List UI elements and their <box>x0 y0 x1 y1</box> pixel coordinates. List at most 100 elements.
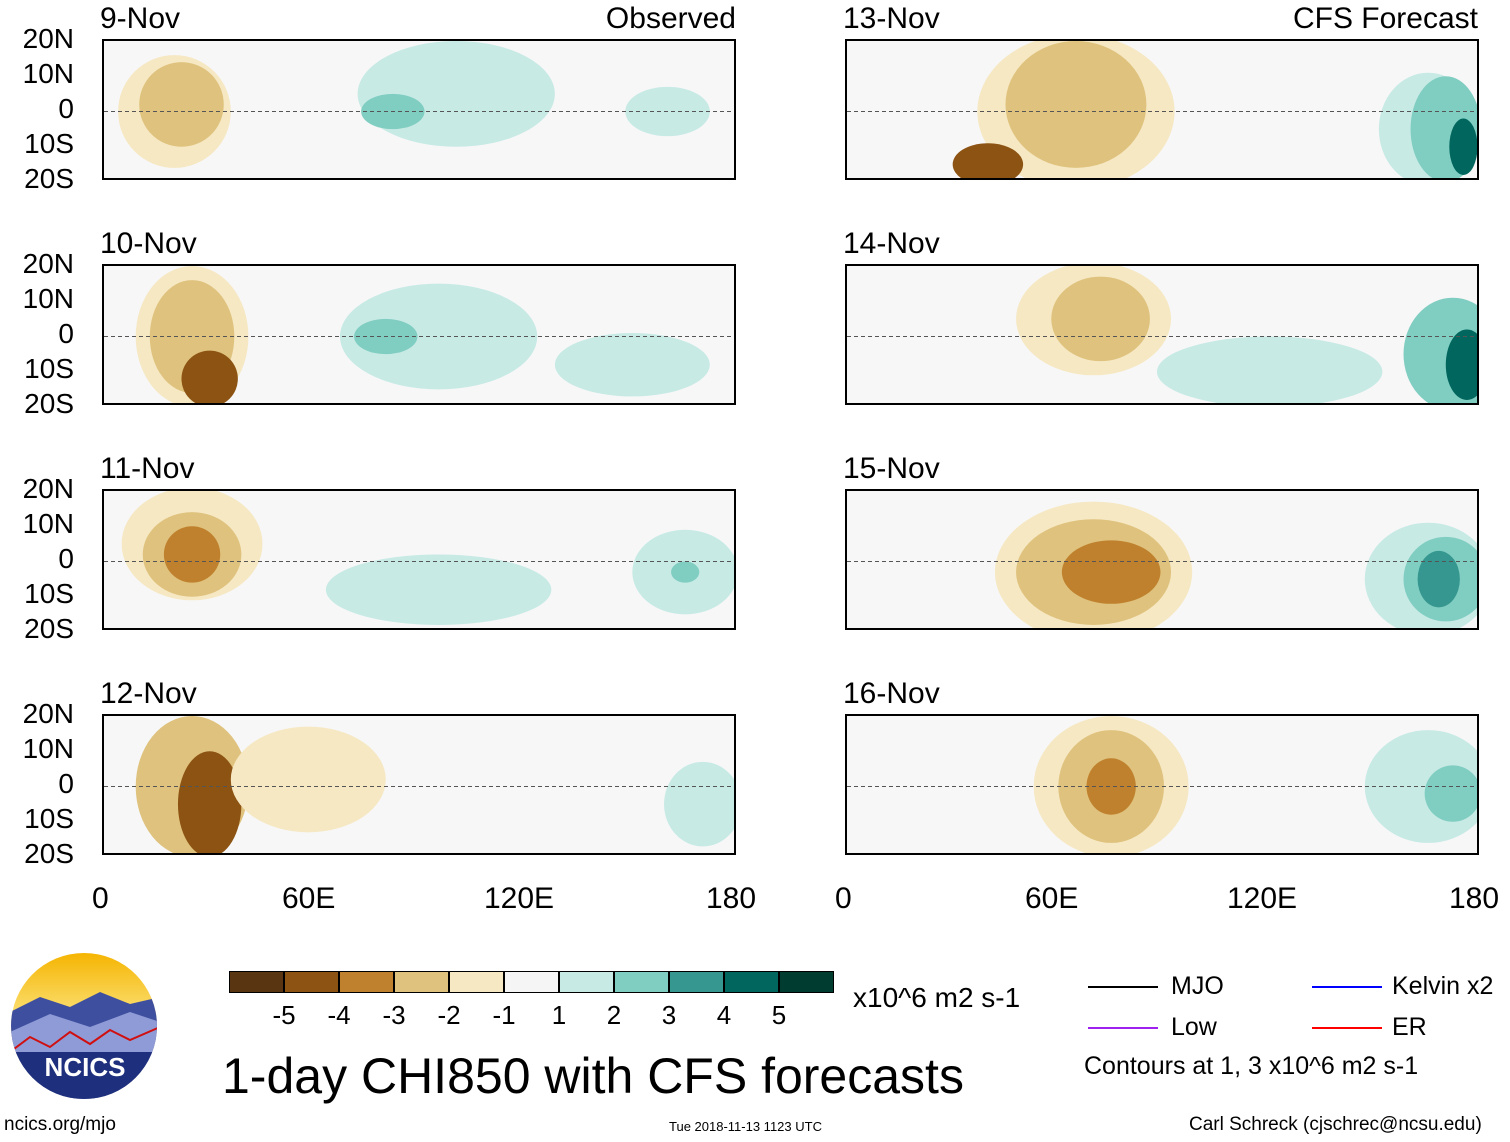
colorbar-units: x10^6 m2 s-1 <box>853 982 1021 1013</box>
svg-text:NCICS: NCICS <box>45 1052 126 1082</box>
colorbar-label: 3 <box>661 1000 677 1030</box>
anomaly-region <box>664 761 734 847</box>
legend-er-line <box>1312 1027 1382 1029</box>
observed-title: Observed <box>605 2 736 35</box>
lat-label: 10S <box>24 578 74 609</box>
panel-date: 12-Nov <box>100 677 197 710</box>
anomaly-region <box>554 332 710 397</box>
lon-label: 60E <box>282 882 336 915</box>
footer-timestamp: Tue 2018-11-13 1123 UTC <box>669 1119 822 1134</box>
anomaly-region <box>671 561 700 583</box>
colorbar-label: 4 <box>716 1000 732 1030</box>
anomaly-region <box>181 350 238 403</box>
lat-label: 0 <box>58 318 74 349</box>
colorbar-swatch <box>504 971 559 993</box>
map-panel <box>845 264 1479 405</box>
contour-note: Contours at 1, 3 x10^6 m2 s-1 <box>1084 1052 1419 1080</box>
footer-author: Carl Schreck (cjschrec@ncsu.edu) <box>1189 1114 1482 1135</box>
lat-label: 20S <box>24 613 74 644</box>
anomaly-region <box>139 62 224 147</box>
legend-kelvin-label: Kelvin x2 <box>1392 972 1494 1000</box>
colorbar-label: -5 <box>272 1000 296 1030</box>
legend-er-label: ER <box>1392 1013 1427 1041</box>
lat-label: 0 <box>58 768 74 799</box>
ncics-logo: NCICS <box>11 953 157 1099</box>
lon-label: 120E <box>484 882 555 915</box>
map-panel <box>845 489 1479 630</box>
lat-label: 20S <box>24 838 74 869</box>
colorbar-swatch <box>559 971 614 993</box>
lat-label: 20S <box>24 163 74 194</box>
lat-label: 10N <box>22 283 74 314</box>
map-panel <box>102 714 736 855</box>
panel-date: 14-Nov <box>843 227 940 260</box>
map-panel <box>845 714 1479 855</box>
colorbar-swatch <box>394 971 449 993</box>
anomaly-region <box>177 751 242 853</box>
anomaly-region <box>230 726 386 833</box>
colorbar-swatch <box>614 971 669 993</box>
colorbar-label: -2 <box>437 1000 461 1030</box>
colorbar-swatch <box>724 971 779 993</box>
footer-url[interactable]: ncics.org/mjo <box>4 1114 116 1135</box>
lat-label: 20N <box>22 698 74 729</box>
lat-label: 10N <box>22 58 74 89</box>
anomaly-region <box>1051 276 1150 362</box>
anomaly-region <box>339 283 538 390</box>
panel-date: 16-Nov <box>843 677 940 710</box>
lat-label: 10N <box>22 508 74 539</box>
colorbar-swatch <box>284 971 339 993</box>
lat-label: 0 <box>58 93 74 124</box>
lon-label: 120E <box>1227 882 1298 915</box>
anomaly-region <box>1424 765 1477 822</box>
anomaly-region <box>163 526 221 583</box>
legend-low-line <box>1088 1027 1158 1029</box>
colorbar-label: 1 <box>551 1000 567 1030</box>
colorbar-swatch <box>449 971 504 993</box>
anomaly-region <box>952 143 1024 178</box>
lon-label: 180 <box>706 882 757 915</box>
legend-mjo-label: MJO <box>1171 972 1224 1000</box>
forecast-title: CFS Forecast <box>1292 2 1478 35</box>
colorbar-swatch <box>669 971 724 993</box>
legend-low-label: Low <box>1171 1013 1217 1041</box>
anomaly-region <box>325 554 552 625</box>
lat-label: 10S <box>24 803 74 834</box>
colorbar-label: 5 <box>771 1000 787 1030</box>
anomaly-region <box>1445 329 1477 400</box>
figure-title: 1-day CHI850 with CFS forecasts <box>222 1048 964 1104</box>
anomaly-region <box>1449 118 1477 175</box>
anomaly-region <box>1417 550 1460 608</box>
lon-label: 60E <box>1025 882 1079 915</box>
panel-date: 10-Nov <box>100 227 197 260</box>
colorbar-label: -1 <box>492 1000 516 1030</box>
lon-label: 0 <box>835 882 852 915</box>
lat-label: 10S <box>24 128 74 159</box>
map-panel <box>102 39 736 180</box>
map-panel <box>102 489 736 630</box>
colorbar-label: -3 <box>382 1000 406 1030</box>
colorbar-label: -4 <box>327 1000 351 1030</box>
map-panel <box>102 264 736 405</box>
panel-date: 9-Nov <box>100 2 181 35</box>
anomaly-region <box>1156 336 1383 403</box>
lat-label: 10N <box>22 733 74 764</box>
lat-label: 10S <box>24 353 74 384</box>
map-panel <box>845 39 1479 180</box>
panel-date: 13-Nov <box>843 2 940 35</box>
panel-date: 15-Nov <box>843 452 940 485</box>
lat-label: 0 <box>58 543 74 574</box>
lat-label: 20N <box>22 248 74 279</box>
colorbar-label: 2 <box>606 1000 622 1030</box>
lon-label: 0 <box>92 882 109 915</box>
panel-date: 11-Nov <box>100 452 195 485</box>
anomaly-region <box>1061 540 1161 604</box>
legend-kelvin-line <box>1312 986 1382 988</box>
lon-label: 180 <box>1449 882 1500 915</box>
legend-mjo-line <box>1088 986 1158 988</box>
anomaly-region <box>1005 41 1147 168</box>
colorbar-swatch <box>339 971 394 993</box>
lat-label: 20N <box>22 473 74 504</box>
anomaly-region <box>357 41 555 147</box>
